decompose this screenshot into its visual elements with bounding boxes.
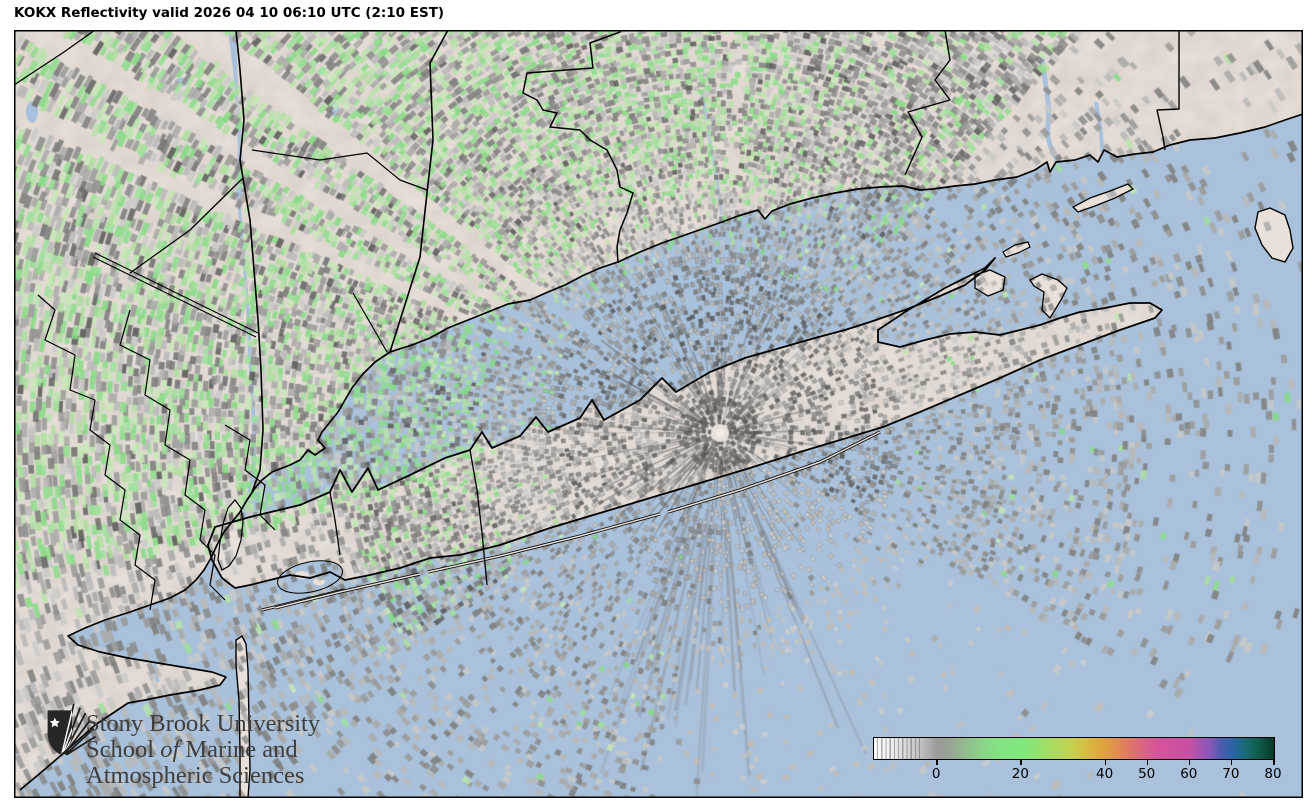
logo-line-institution: Stony Brook University <box>86 710 321 737</box>
colorbar-tick <box>1230 760 1233 765</box>
colorbar-gradient <box>873 737 1275 760</box>
colorbar-tick-label: 0 <box>931 766 941 782</box>
colorbar-tick <box>1188 760 1191 765</box>
logo-line-school: School of Marine and <box>86 736 298 763</box>
colorbar-tick-label: 60 <box>1180 766 1198 782</box>
colorbar-tick-label: 40 <box>1095 766 1114 782</box>
colorbar-tick <box>1104 760 1107 765</box>
base-map-layer <box>14 30 1303 798</box>
colorbar-tick <box>1273 760 1275 765</box>
colorbar-tick-label: 80 <box>1264 766 1282 782</box>
colorbar-tick-label: 20 <box>1011 766 1029 782</box>
logo-text: Stony Brook University School of Marine … <box>86 711 320 789</box>
university-shield-icon <box>47 703 96 756</box>
colorbar-legend: 0 20 40 50 60 70 80 <box>873 737 1282 783</box>
colorbar-tick-label: 70 <box>1222 766 1240 782</box>
figure-title: KOKX Reflectivity valid 2026 04 10 06:10… <box>14 5 445 21</box>
shield-star-icon <box>49 717 60 728</box>
colorbar-tick <box>1146 760 1149 765</box>
colorbar-tick <box>1020 760 1022 765</box>
colorbar-hatch-pattern <box>874 738 922 759</box>
colorbar-tick-label: 50 <box>1138 766 1156 782</box>
logo-line-school2: Atmospheric Sciences <box>86 762 305 789</box>
colorbar-tick <box>936 760 938 765</box>
institution-logo: Stony Brook University School of Marine … <box>44 698 464 798</box>
